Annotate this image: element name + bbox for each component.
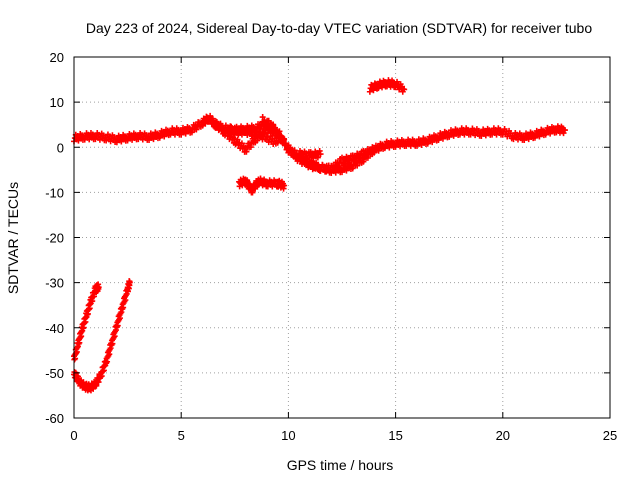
data-point bbox=[330, 167, 337, 174]
series-branch-C bbox=[259, 114, 378, 175]
x-tick-label: 5 bbox=[178, 428, 185, 443]
data-point bbox=[259, 114, 266, 121]
y-tick-label: -10 bbox=[45, 185, 64, 200]
y-tick-label: 10 bbox=[50, 95, 64, 110]
y-tick-label: 0 bbox=[57, 140, 64, 155]
series-evening-arc bbox=[366, 77, 408, 95]
data-point bbox=[247, 144, 254, 151]
x-tick-label: 0 bbox=[70, 428, 77, 443]
data-point bbox=[561, 127, 568, 134]
y-tick-label: -40 bbox=[45, 321, 64, 336]
data-point bbox=[234, 136, 241, 143]
series-branch-B bbox=[225, 123, 281, 148]
data-point bbox=[285, 142, 292, 149]
axis-ticks bbox=[73, 56, 611, 419]
data-point bbox=[126, 279, 133, 286]
data-point bbox=[244, 177, 251, 184]
data-point bbox=[354, 162, 361, 169]
y-tick-label: -20 bbox=[45, 231, 64, 246]
data-point bbox=[75, 373, 82, 380]
y-tick-label: -30 bbox=[45, 276, 64, 291]
grid-lines bbox=[74, 57, 610, 418]
data-point bbox=[270, 123, 277, 130]
data-point bbox=[281, 182, 288, 189]
data-point bbox=[217, 122, 224, 129]
data-point bbox=[349, 165, 356, 172]
y-tick-label: -50 bbox=[45, 366, 64, 381]
y-tick-label: -60 bbox=[45, 411, 64, 426]
data-point bbox=[274, 128, 281, 135]
series-dawn-descending-arc bbox=[71, 278, 133, 394]
data-point bbox=[317, 151, 324, 158]
data-point bbox=[193, 126, 200, 133]
x-tick-label: 25 bbox=[603, 428, 617, 443]
x-tick-label: 15 bbox=[388, 428, 402, 443]
data-point bbox=[264, 117, 271, 124]
x-tick-label: 20 bbox=[496, 428, 510, 443]
data-point bbox=[314, 154, 321, 161]
data-point bbox=[281, 136, 288, 143]
data-point bbox=[238, 140, 245, 147]
data-point bbox=[188, 129, 195, 136]
x-tick-label: 10 bbox=[281, 428, 295, 443]
axis-tick-labels: 0 5 10 15 20 25 -60 -50 -40 -30 -20 -10 0 10 20 bbox=[45, 50, 617, 443]
data-point bbox=[254, 137, 261, 144]
data-point bbox=[401, 86, 408, 93]
series-night-segment bbox=[236, 175, 288, 196]
data-series-group bbox=[71, 77, 568, 394]
data-point bbox=[243, 148, 250, 155]
data-point bbox=[323, 168, 330, 175]
data-point bbox=[95, 284, 102, 291]
data-point bbox=[317, 168, 324, 175]
y-tick-label: 20 bbox=[50, 50, 64, 65]
data-point bbox=[213, 118, 220, 125]
series-dawn-ascending-line bbox=[71, 281, 102, 363]
chart-title: Day 223 of 2024, Sidereal Day-to-day VTE… bbox=[86, 20, 593, 36]
data-point bbox=[371, 146, 378, 153]
series-gap-segment bbox=[296, 147, 324, 162]
data-point bbox=[360, 158, 367, 165]
x-axis-title: GPS time / hours bbox=[287, 457, 394, 473]
data-point bbox=[316, 147, 323, 154]
data-point bbox=[335, 163, 342, 170]
y-axis-title: SDTVAR / TECUs bbox=[5, 182, 21, 294]
